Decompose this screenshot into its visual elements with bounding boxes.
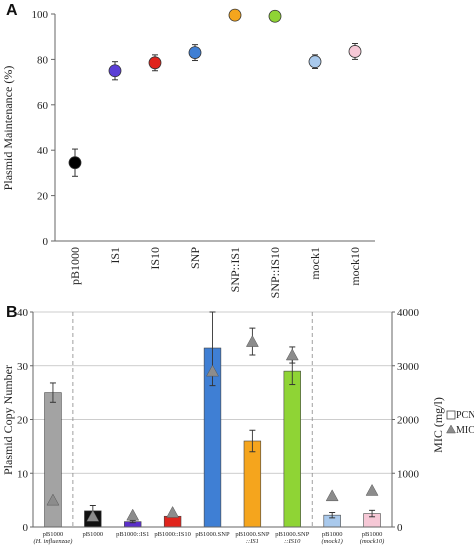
panel-a-ylabel: Plasmid Maintenance (%) <box>1 66 15 191</box>
legend-mic-label: MIC <box>456 425 474 436</box>
panel-b: B Plasmid Copy Number MIC (mg/l) 0 10 20 30… <box>1 304 474 545</box>
panel-b-bar <box>163 515 182 528</box>
panel-a-point <box>108 64 122 78</box>
panel-b-mic-marker <box>126 508 140 521</box>
panel-b-ytick-label: 20 <box>17 415 29 427</box>
panel-b-category-label: pB1000 <box>43 531 64 538</box>
panel-b-category-sublabel: (H. influenzae) <box>33 538 72 545</box>
panel-a-category-label: SNP <box>188 247 202 269</box>
panel-a-point <box>348 45 362 58</box>
panel-b-mic-marker <box>245 335 259 347</box>
panel-b-mic-marker <box>325 489 339 502</box>
panel-a-category-label: pB1000 <box>68 247 82 285</box>
panel-b-mic-marker <box>46 493 60 506</box>
panel-b-mic-marker <box>166 505 180 518</box>
panel-a-category-label: mock1 <box>308 247 322 280</box>
panel-a-point <box>228 8 242 22</box>
panel-b-mic-marker <box>285 348 299 361</box>
panel-a-points <box>68 8 362 177</box>
panel-b-ytick-label: 30 <box>17 361 29 373</box>
panel-b-mic-markers <box>46 327 379 522</box>
panel-b-category-label: pB1000 <box>362 531 383 538</box>
panel-a-point <box>148 56 162 70</box>
panel-b-y2tick-label: 4000 <box>397 307 420 319</box>
panel-a-ytick-label: 0 <box>43 236 49 248</box>
panel-b-category-label: pB1000.SNP <box>195 531 230 538</box>
panel-a-letter: A <box>6 2 18 19</box>
panel-a-point <box>68 156 82 170</box>
panel-b-y2label: MIC (mg/l) <box>431 397 445 453</box>
legend-mic-swatch <box>446 424 456 434</box>
panel-b-y2tick-label: 3000 <box>397 361 420 373</box>
panel-b-category-sublabel: ::IS10 <box>284 538 301 545</box>
panel-a-category-label: SNP::IS1 <box>228 247 242 292</box>
panel-b-categories: pB1000(H. influenzae)pB1000 pB1000::IS1 pB… <box>33 531 384 545</box>
panel-b-y2tick-label: 0 <box>397 522 403 534</box>
panel-b-legend: PCN MIC <box>446 410 474 436</box>
panel-a-ytick-label: 20 <box>37 191 49 203</box>
panel-b-category-sublabel: (mock10) <box>360 538 385 545</box>
panel-a-point <box>268 9 282 23</box>
panel-b-category-label: pB1000.SNP <box>275 531 310 538</box>
panel-b-ylabel: Plasmid Copy Number <box>1 365 15 475</box>
panel-a-category-label: mock10 <box>348 247 362 286</box>
panel-b-ytick-label: 10 <box>17 468 29 480</box>
panel-b-ytick-label: 40 <box>17 307 29 319</box>
panel-b-category-sublabel: ::IS1 <box>246 538 259 545</box>
panel-b-category-label: pB1000 <box>322 531 343 538</box>
panel-b-category-sublabel: (mock1) <box>322 538 343 545</box>
panel-b-ytick-label: 0 <box>23 522 29 534</box>
panel-a-point <box>188 46 202 59</box>
panel-a-categories: pB1000 IS1 IS10 SNP SNP::IS1 SNP::IS10 mock1 mo… <box>68 247 362 299</box>
panel-a-ticks: 0 20 40 60 80 100 <box>32 9 55 248</box>
legend-pcn-label: PCN <box>456 410 474 421</box>
panel-b-bar <box>283 370 301 528</box>
panel-b-category-label: pB1000 <box>83 531 104 538</box>
panel-b-category-label: pB1000::IS10 <box>154 531 190 538</box>
panel-a-ytick-label: 100 <box>32 9 49 21</box>
panel-a-ytick-label: 40 <box>37 145 49 157</box>
panel-b-category-label: pB1000.SNP <box>235 531 270 538</box>
panel-b-mic-marker <box>86 509 100 522</box>
panel-b-bar <box>243 440 262 528</box>
panel-a-point <box>308 55 322 69</box>
panel-b-mic-marker <box>365 483 379 496</box>
panel-a-ytick-label: 60 <box>37 100 49 112</box>
panel-b-y2tick-label: 2000 <box>397 415 420 427</box>
panel-b-y2tick-label: 1000 <box>397 468 420 480</box>
panel-b-letter: B <box>6 304 18 321</box>
panel-a-category-label: IS1 <box>108 247 122 264</box>
panel-a-category-label: SNP::IS10 <box>268 247 282 298</box>
panel-a-axes <box>54 14 375 242</box>
panel-b-bars <box>44 347 381 528</box>
panel-a: A Plasmid Maintenance (%) 0 20 40 60 80 100 p… <box>1 2 375 298</box>
panel-b-bar <box>44 392 62 528</box>
legend-pcn-swatch <box>446 410 456 420</box>
panel-b-mic-marker <box>206 364 219 377</box>
panel-a-ytick-label: 80 <box>37 54 49 66</box>
panel-a-category-label: IS10 <box>148 247 162 270</box>
panel-b-category-label: pB1000::IS1 <box>116 531 149 538</box>
panel-b-ticks: 0 10 20 30 40 0 1000 2000 3000 4000 <box>17 307 420 534</box>
panel-b-dividers <box>72 312 313 527</box>
